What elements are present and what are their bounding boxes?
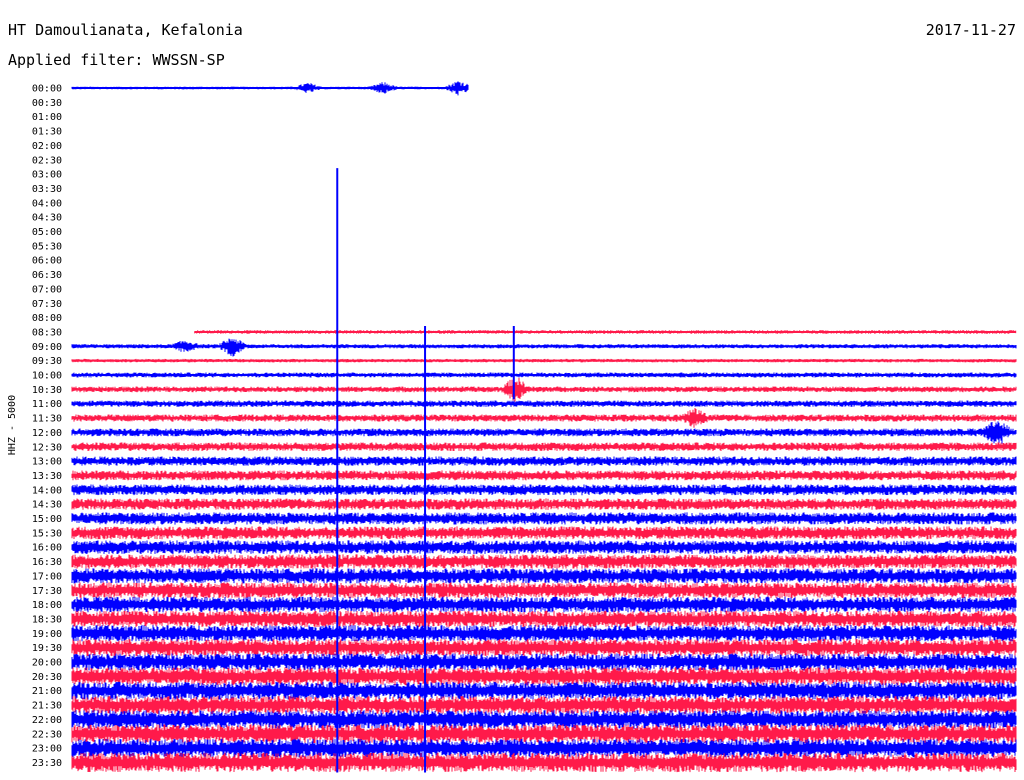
tick-label: 03:00 bbox=[32, 170, 62, 181]
tick-label: 22:00 bbox=[32, 715, 62, 726]
tick-label: 10:30 bbox=[32, 385, 62, 396]
tick-label: 23:00 bbox=[32, 744, 62, 755]
tick-label: 14:00 bbox=[32, 485, 62, 496]
tick-label: 13:30 bbox=[32, 471, 62, 482]
tick-label: 18:30 bbox=[32, 614, 62, 625]
tick-label: 02:00 bbox=[32, 141, 62, 152]
tick-label: 08:30 bbox=[32, 327, 62, 338]
tick-label: 07:30 bbox=[32, 299, 62, 310]
tick-label: 01:30 bbox=[32, 127, 62, 138]
tick-label: 14:30 bbox=[32, 500, 62, 511]
tick-labels: 00:00 00:30 01:00 01:30 02:00 02:30 03:00 03:30… bbox=[32, 84, 62, 769]
spike-group bbox=[336, 168, 515, 773]
tick-label: 22:30 bbox=[32, 729, 62, 740]
tick-label: 08:00 bbox=[32, 313, 62, 324]
tick-label: 15:30 bbox=[32, 528, 62, 539]
tick-label: 16:30 bbox=[32, 557, 62, 568]
station-title: HT Damoulianata, Kefalonia bbox=[8, 21, 243, 39]
tick-label: 21:30 bbox=[32, 701, 62, 712]
tick-label: 15:00 bbox=[32, 514, 62, 525]
tick-label: 11:30 bbox=[32, 414, 62, 425]
tick-label: 18:00 bbox=[32, 600, 62, 611]
tick-label: 19:30 bbox=[32, 643, 62, 654]
tick-label: 12:30 bbox=[32, 442, 62, 453]
tick-label: 10:00 bbox=[32, 371, 62, 382]
trace-row bbox=[71, 338, 1017, 357]
tick-label: 09:00 bbox=[32, 342, 62, 353]
tick-label: 06:00 bbox=[32, 256, 62, 267]
tick-label: 05:00 bbox=[32, 227, 62, 238]
tick-label: 00:30 bbox=[32, 98, 62, 109]
tick-label: 11:00 bbox=[32, 399, 62, 410]
trace-group bbox=[71, 81, 1017, 773]
tick-label: 20:00 bbox=[32, 658, 62, 669]
tick-label: 02:30 bbox=[32, 155, 62, 166]
tick-label: 01:00 bbox=[32, 112, 62, 123]
tick-label: 16:00 bbox=[32, 543, 62, 554]
tick-label: 07:00 bbox=[32, 284, 62, 295]
y-axis-label: HHZ - 5000 bbox=[7, 395, 18, 455]
tick-label: 03:30 bbox=[32, 184, 62, 195]
tick-label: 06:30 bbox=[32, 270, 62, 281]
tick-label: 13:00 bbox=[32, 457, 62, 468]
trace-row bbox=[71, 421, 1017, 446]
tick-label: 12:00 bbox=[32, 428, 62, 439]
tick-label: 04:00 bbox=[32, 198, 62, 209]
date-label: 2017-11-27 bbox=[925, 21, 1016, 39]
tick-label: 23:30 bbox=[32, 758, 62, 769]
tick-label: 05:30 bbox=[32, 241, 62, 252]
tick-label: 17:30 bbox=[32, 586, 62, 597]
tick-label: 19:00 bbox=[32, 629, 62, 640]
tick-label: 09:30 bbox=[32, 356, 62, 367]
tick-label: 20:30 bbox=[32, 672, 62, 683]
tick-label: 17:00 bbox=[32, 571, 62, 582]
tick-label: 04:30 bbox=[32, 213, 62, 224]
tick-label: 00:00 bbox=[32, 84, 62, 95]
filter-label: Applied filter: WWSSN-SP bbox=[8, 51, 225, 69]
tick-label: 21:00 bbox=[32, 686, 62, 697]
